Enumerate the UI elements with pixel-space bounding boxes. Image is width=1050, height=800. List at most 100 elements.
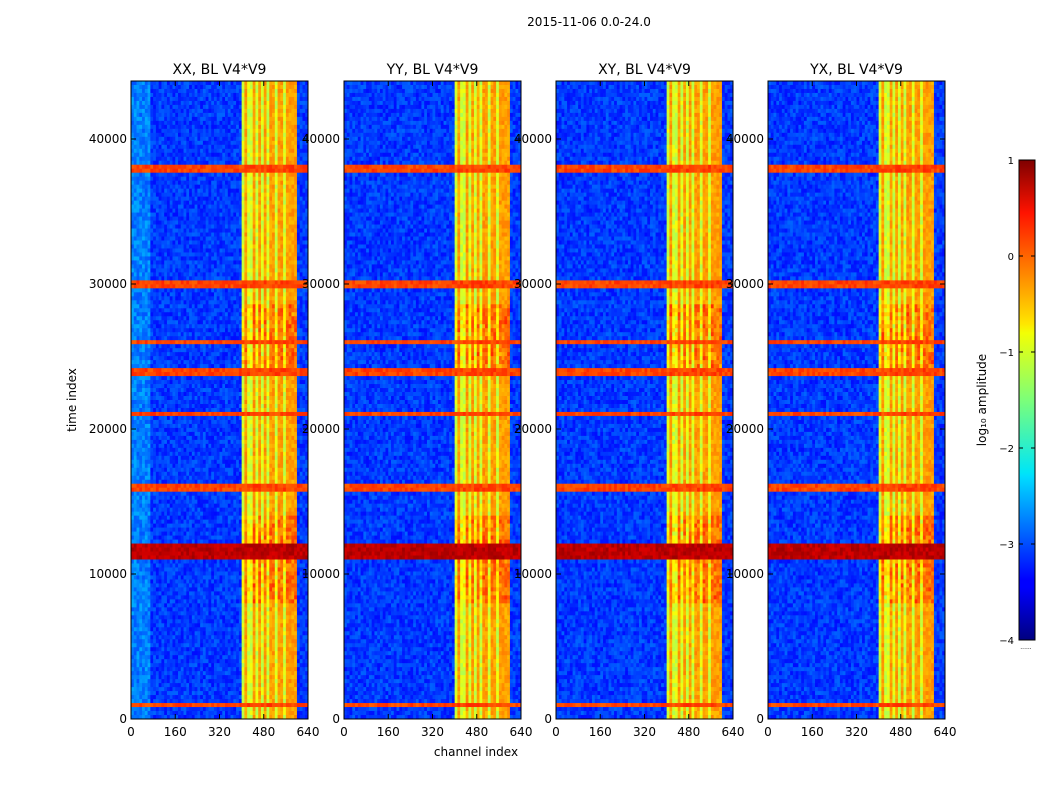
heatmap-cell — [133, 284, 137, 289]
heatmap-cell — [219, 156, 223, 162]
heatmap-cell — [283, 192, 287, 198]
heatmap-cell — [175, 112, 179, 118]
heatmap-cell — [274, 224, 278, 229]
heatmap-cell — [233, 160, 237, 166]
heatmap-cell — [305, 260, 309, 265]
heatmap-cell — [147, 284, 151, 289]
heatmap-cell — [155, 296, 160, 301]
heatmap-cell — [222, 96, 226, 102]
heatmap-cell — [238, 372, 243, 377]
heatmap-cell — [269, 200, 273, 206]
heatmap-cell — [291, 328, 295, 333]
heatmap-cell — [244, 192, 248, 198]
heatmap-cell — [131, 124, 135, 130]
heatmap-cell — [164, 160, 168, 166]
heatmap-cell — [305, 332, 309, 337]
heatmap-cell — [175, 228, 179, 233]
heatmap-cell — [194, 92, 198, 98]
heatmap-cell — [194, 336, 198, 341]
heatmap-cell — [183, 200, 187, 206]
heatmap-cell — [222, 136, 226, 142]
heatmap-cell — [219, 332, 223, 337]
heatmap-cell — [280, 172, 284, 178]
heatmap-cell — [147, 316, 151, 321]
heatmap-cell — [194, 140, 198, 146]
heatmap-cell — [150, 360, 154, 365]
heatmap-cell — [142, 328, 146, 333]
heatmap-cell — [299, 332, 303, 337]
heatmap-cell — [166, 284, 171, 289]
heatmap-cell — [142, 364, 146, 369]
heatmap-cell — [211, 212, 215, 217]
heatmap-cell — [258, 104, 262, 110]
heatmap-cell — [227, 224, 231, 229]
heatmap-cell — [131, 112, 135, 118]
heatmap-cell — [283, 320, 287, 325]
heatmap-cell — [211, 120, 215, 126]
heatmap-cell — [252, 268, 256, 273]
heatmap-cell — [178, 152, 182, 158]
heatmap-cell — [166, 176, 171, 182]
heatmap-cell — [269, 264, 273, 269]
heatmap-cell — [296, 144, 301, 150]
heatmap-cell — [158, 248, 162, 253]
heatmap-cell — [169, 344, 173, 349]
heatmap-cell — [227, 188, 231, 194]
heatmap-cell — [249, 296, 254, 301]
heatmap-cell — [252, 168, 256, 174]
heatmap-cell — [197, 368, 201, 373]
heatmap-cell — [255, 220, 259, 225]
heatmap-cell — [230, 356, 234, 361]
heatmap-cell — [131, 104, 135, 110]
heatmap-cell — [283, 200, 287, 206]
heatmap-cell — [269, 236, 273, 241]
heatmap-cell — [166, 216, 171, 221]
heatmap-cell — [225, 104, 229, 110]
heatmap-cell — [277, 348, 281, 353]
heatmap-cell — [213, 176, 218, 182]
heatmap-cell — [244, 184, 248, 190]
heatmap-cell — [305, 156, 309, 162]
heatmap-cell — [183, 228, 187, 233]
heatmap-cell — [258, 108, 262, 114]
heatmap-cell — [291, 352, 295, 357]
heatmap-cell — [213, 220, 218, 225]
heatmap-cell — [263, 360, 267, 365]
heatmap-cell — [205, 184, 209, 190]
heatmap-cell — [211, 84, 215, 90]
heatmap-cell — [161, 228, 165, 233]
heatmap-cell — [183, 152, 187, 158]
heatmap-cell — [233, 132, 237, 138]
heatmap-cell — [219, 368, 223, 373]
heatmap-cell — [241, 92, 245, 98]
heatmap-cell — [260, 252, 265, 257]
heatmap-cell — [230, 208, 234, 213]
heatmap-cell — [266, 236, 270, 241]
heatmap-cell — [202, 136, 207, 142]
heatmap-cell — [205, 304, 209, 309]
heatmap-cell — [205, 92, 209, 98]
heatmap-cell — [244, 320, 248, 325]
heatmap-cell — [144, 172, 148, 178]
heatmap-cell — [213, 228, 218, 233]
heatmap-cell — [161, 144, 165, 150]
heatmap-cell — [274, 316, 278, 321]
heatmap-cell — [255, 252, 259, 257]
heatmap-cell — [208, 272, 212, 277]
heatmap-cell — [272, 160, 276, 166]
heatmap-cell — [178, 228, 182, 233]
heatmap-cell — [178, 364, 182, 369]
heatmap-cell — [272, 220, 276, 225]
heatmap-cell — [147, 320, 151, 325]
heatmap-cell — [288, 104, 292, 110]
heatmap-cell — [172, 324, 176, 329]
heatmap-cell — [230, 132, 234, 138]
heatmap-cell — [222, 272, 226, 277]
heatmap-cell — [158, 364, 162, 369]
heatmap-cell — [247, 308, 251, 313]
heatmap-cell — [255, 236, 259, 241]
heatmap-cell — [230, 376, 234, 381]
heatmap-cell — [150, 172, 154, 178]
heatmap-cell — [230, 200, 234, 206]
heatmap-cell — [280, 208, 284, 213]
